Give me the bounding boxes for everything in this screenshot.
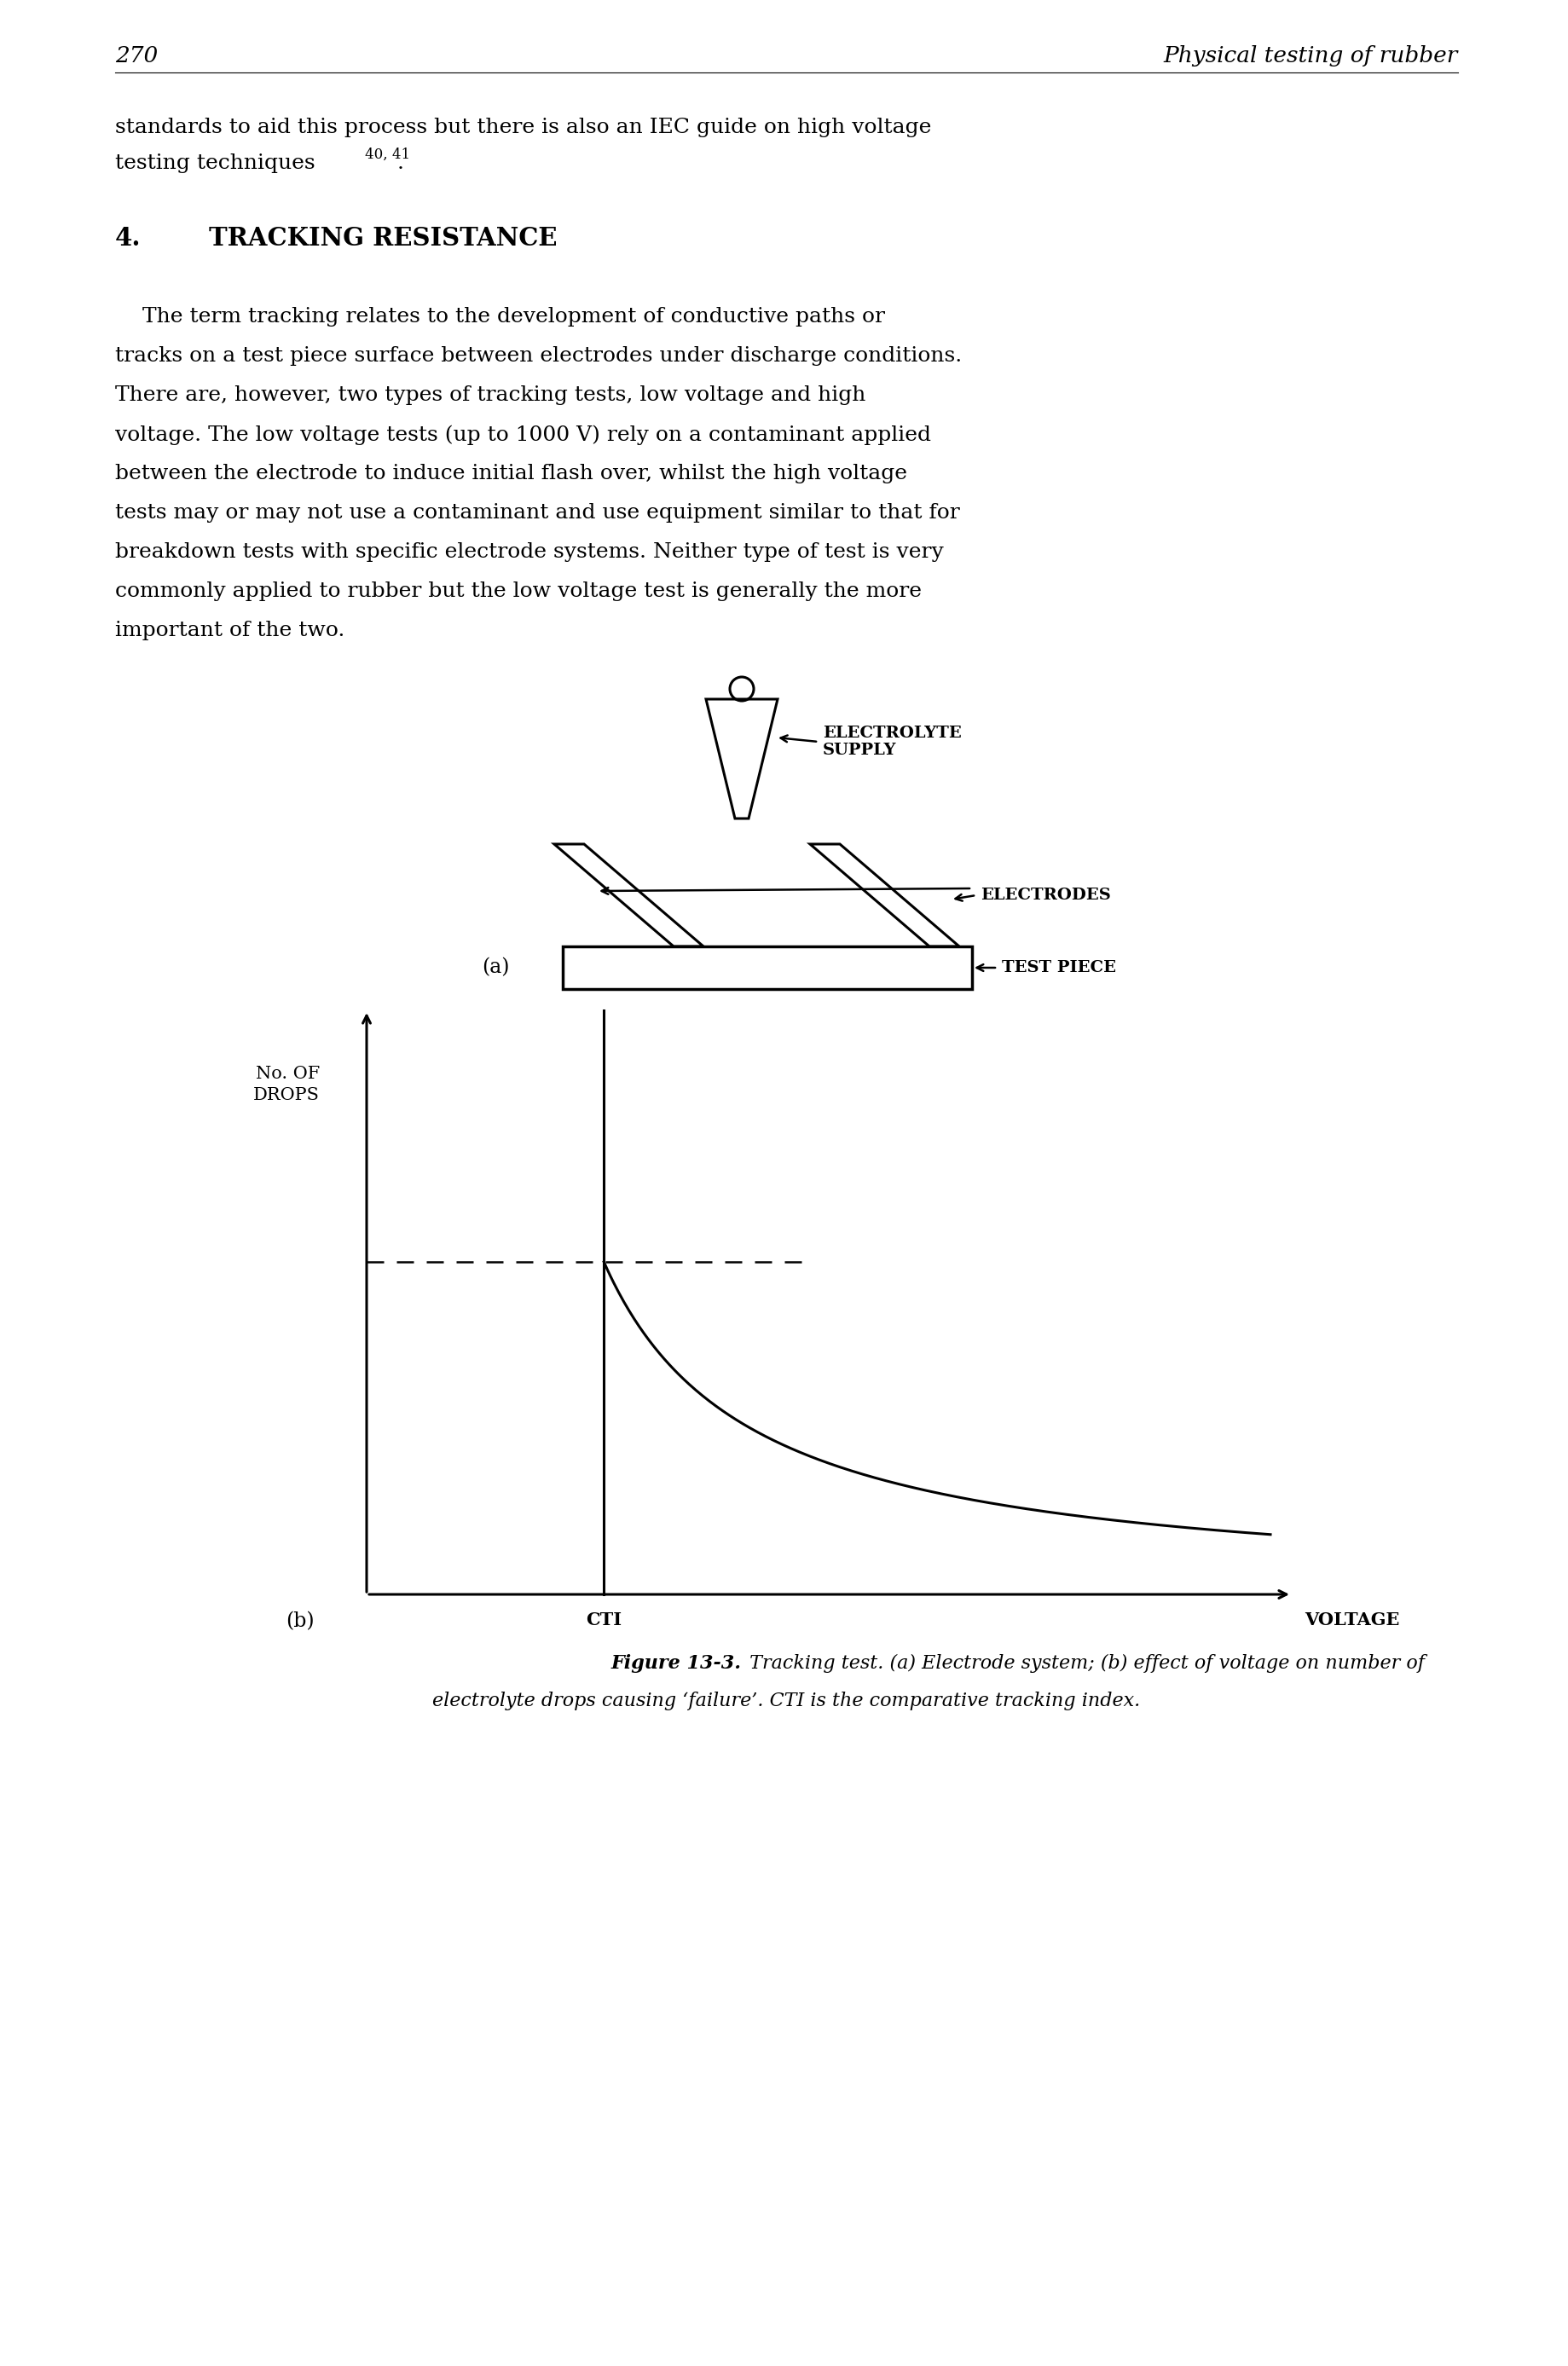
Text: .: . <box>397 154 405 173</box>
Text: There are, however, two types of tracking tests, low voltage and high: There are, however, two types of trackin… <box>114 386 866 405</box>
Text: VOLTAGE: VOLTAGE <box>1305 1611 1400 1628</box>
Text: tests may or may not use a contaminant and use equipment similar to that for: tests may or may not use a contaminant a… <box>114 504 960 523</box>
Text: testing techniques: testing techniques <box>114 154 315 173</box>
Text: 40, 41: 40, 41 <box>365 147 411 161</box>
Text: (b): (b) <box>285 1611 314 1630</box>
Text: CTI: CTI <box>586 1611 622 1628</box>
Text: ELECTROLYTE
SUPPLY: ELECTROLYTE SUPPLY <box>823 726 961 759</box>
Text: breakdown tests with specific electrode systems. Neither type of test is very: breakdown tests with specific electrode … <box>114 542 944 561</box>
Text: important of the two.: important of the two. <box>114 620 345 641</box>
Text: The term tracking relates to the development of conductive paths or: The term tracking relates to the develop… <box>114 308 884 327</box>
Text: No. OF
DROPS: No. OF DROPS <box>254 1065 320 1103</box>
Text: TRACKING RESISTANCE: TRACKING RESISTANCE <box>209 225 557 251</box>
Text: 270: 270 <box>114 45 158 66</box>
Text: standards to aid this process but there is also an IEC guide on high voltage: standards to aid this process but there … <box>114 118 931 137</box>
Text: between the electrode to induce initial flash over, whilst the high voltage: between the electrode to induce initial … <box>114 464 908 483</box>
Text: Tracking test. (a) Electrode system; (b) effect of voltage on number of: Tracking test. (a) Electrode system; (b)… <box>743 1654 1425 1673</box>
Text: (a): (a) <box>481 958 510 977</box>
Text: Figure 13-3.: Figure 13-3. <box>612 1654 742 1673</box>
Text: voltage. The low voltage tests (up to 1000 V) rely on a contaminant applied: voltage. The low voltage tests (up to 10… <box>114 424 931 445</box>
Text: Physical testing of rubber: Physical testing of rubber <box>1163 45 1458 66</box>
Text: tracks on a test piece surface between electrodes under discharge conditions.: tracks on a test piece surface between e… <box>114 345 963 367</box>
Bar <box>563 946 972 989</box>
Text: commonly applied to rubber but the low voltage test is generally the more: commonly applied to rubber but the low v… <box>114 582 922 601</box>
Text: ELECTRODES: ELECTRODES <box>980 887 1110 904</box>
Text: electrolyte drops causing ‘failure’. CTI is the comparative tracking index.: electrolyte drops causing ‘failure’. CTI… <box>433 1692 1140 1711</box>
Text: TEST PIECE: TEST PIECE <box>1002 961 1116 975</box>
Text: 4.: 4. <box>114 225 141 251</box>
